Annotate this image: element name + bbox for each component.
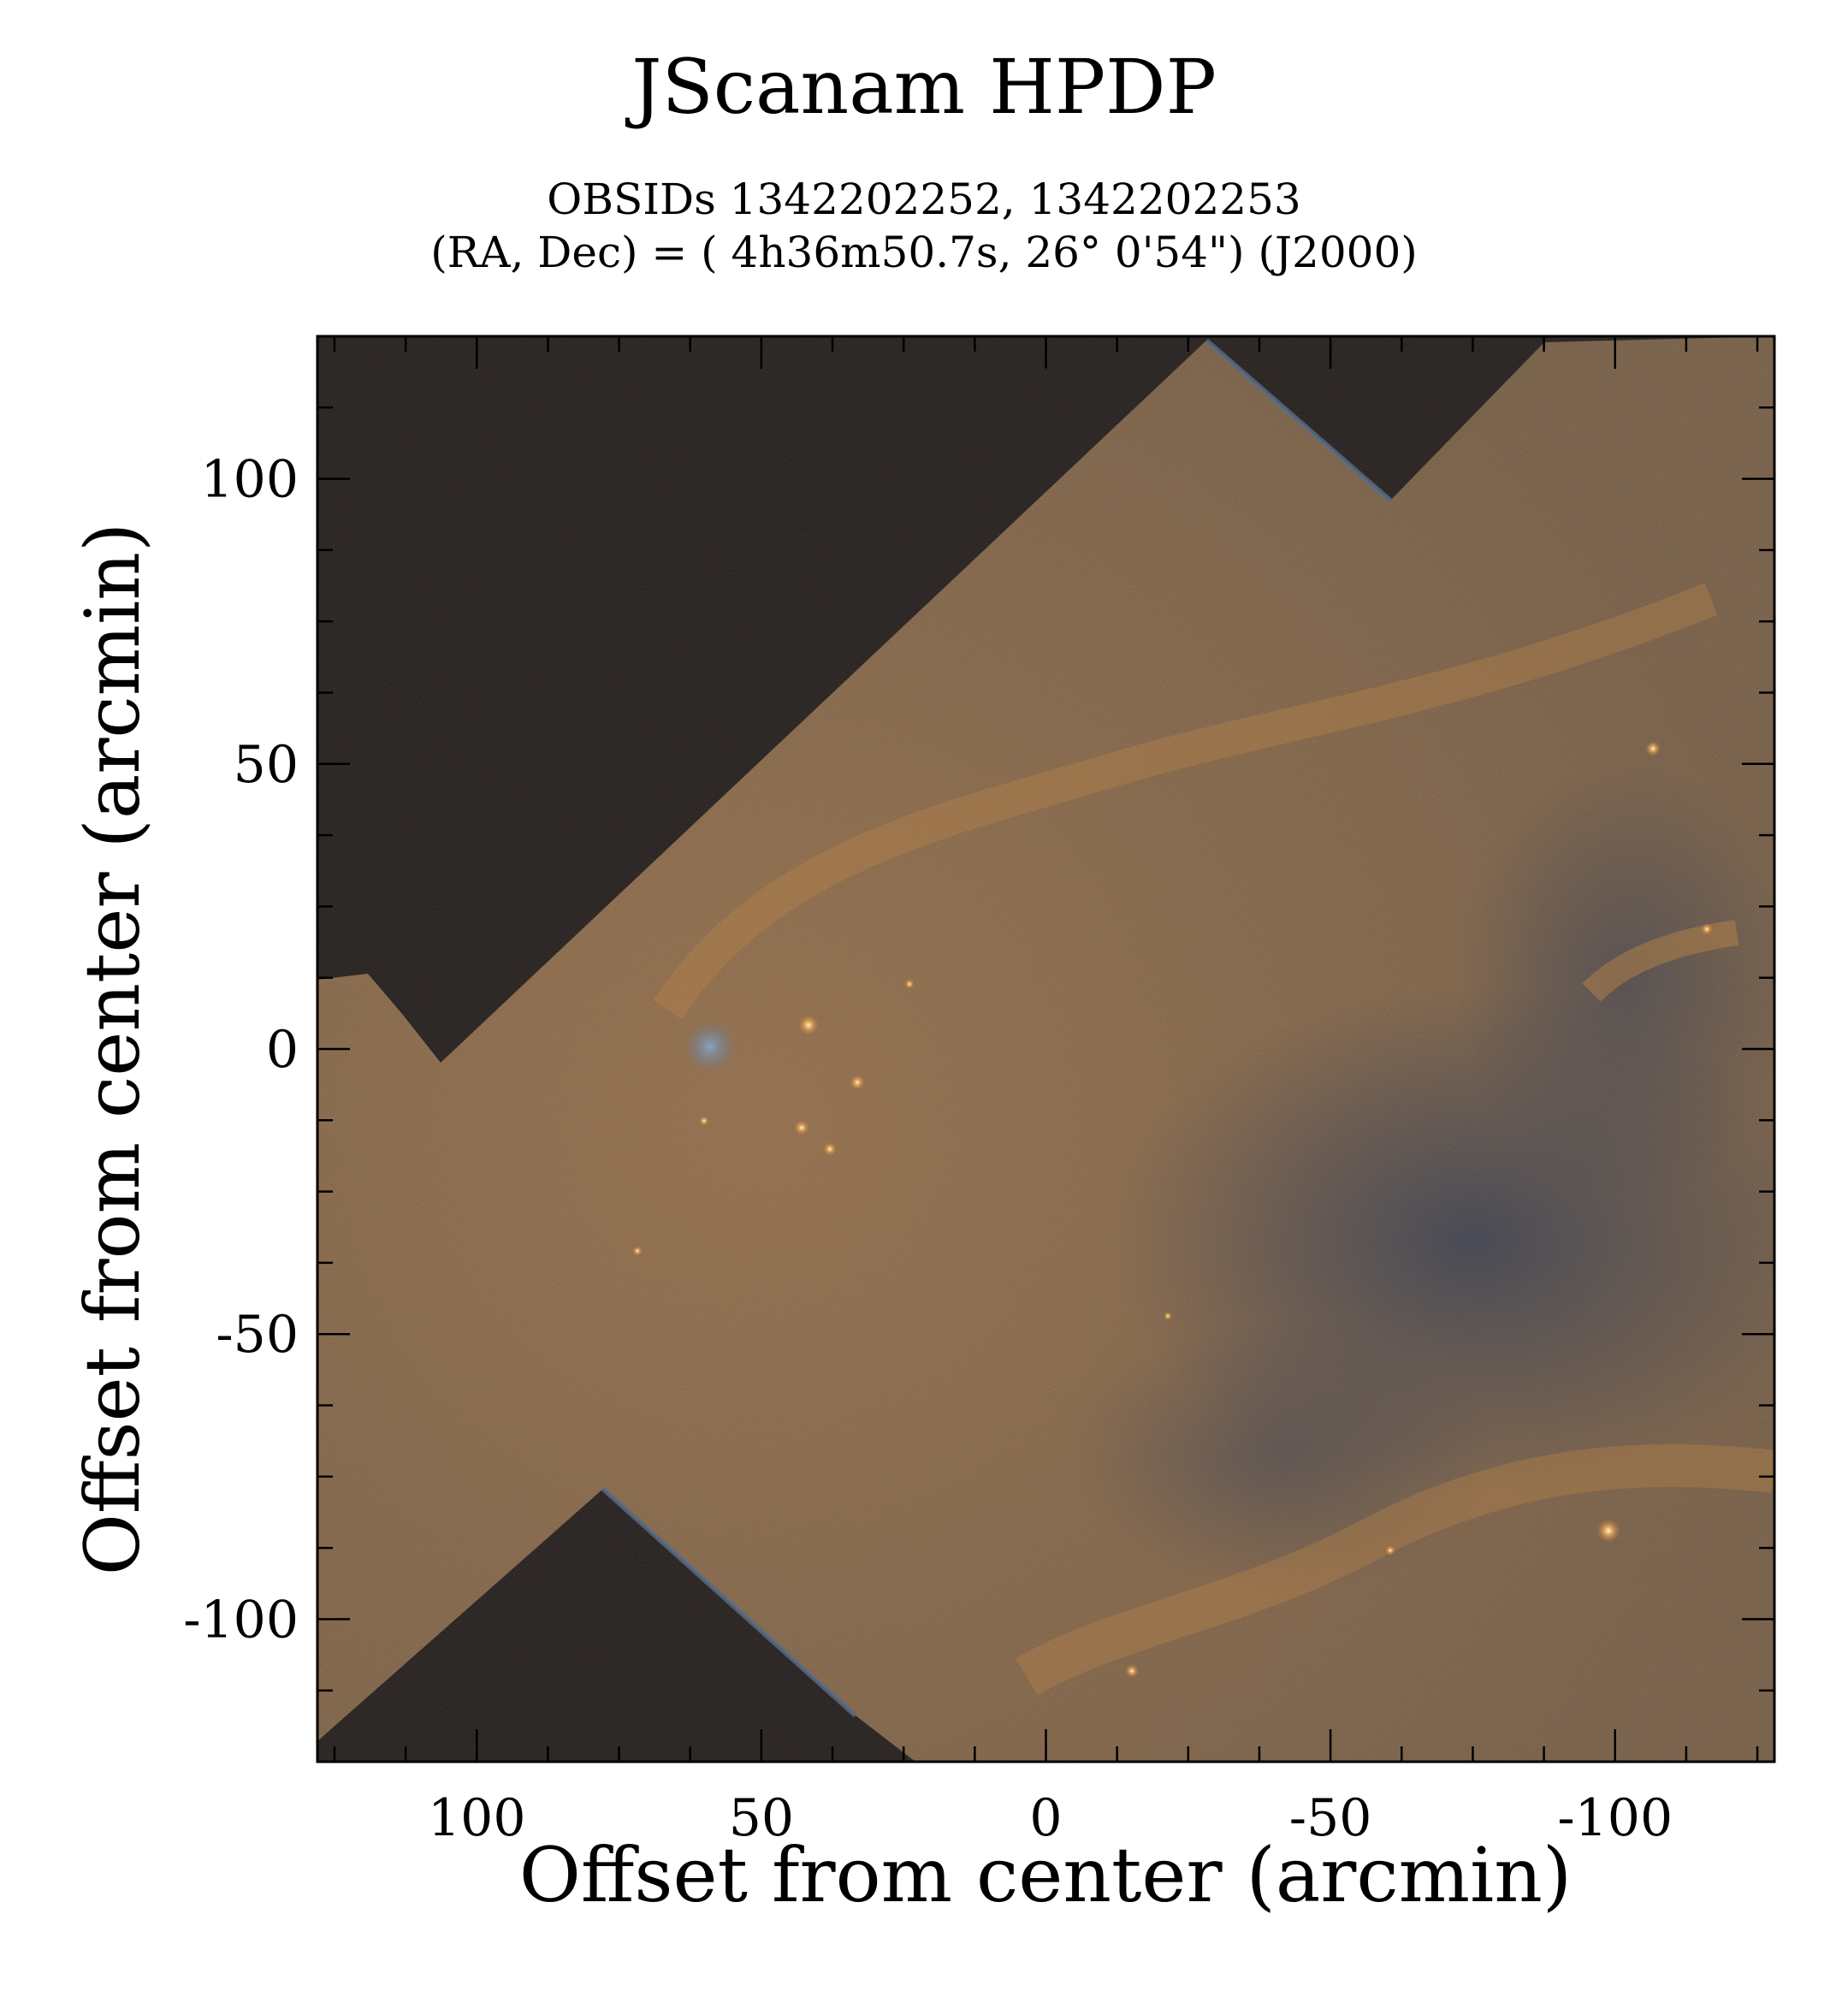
blue-nebula-source xyxy=(684,1021,736,1072)
map-coverage xyxy=(317,336,1774,1762)
star-source xyxy=(798,1015,819,1035)
star-source xyxy=(632,1246,643,1256)
star-source xyxy=(904,979,915,989)
x-axis-label: Offset from center (arcmin) xyxy=(519,1831,1573,1919)
axis-ticks xyxy=(317,335,1774,1763)
point-sources xyxy=(632,741,1713,1678)
y-tick-label: 0 xyxy=(266,1020,299,1080)
star-source xyxy=(1164,1312,1172,1320)
star-source xyxy=(850,1075,865,1090)
star-source xyxy=(1701,923,1713,935)
x-tick-label: -100 xyxy=(1557,1788,1673,1848)
star-source xyxy=(1385,1545,1395,1556)
plot-title: JScanam HPDP xyxy=(631,43,1217,131)
y-tick-label: -50 xyxy=(216,1305,299,1365)
x-tick-label: 0 xyxy=(1029,1788,1062,1848)
star-source xyxy=(1125,1664,1139,1678)
x-tick-label: -50 xyxy=(1289,1788,1372,1848)
y-tick-label: 50 xyxy=(234,735,299,795)
plot-subtitle-coordinates: (RA, Dec) = ( 4h36m50.7s, 26° 0'54") (J2… xyxy=(430,228,1418,277)
y-tick-label: 100 xyxy=(200,450,299,510)
y-tick-label: -100 xyxy=(183,1590,299,1650)
y-axis-label: Offset from center (arcmin) xyxy=(68,523,157,1576)
x-tick-label: 100 xyxy=(428,1788,526,1848)
plot-subtitle-obsids: OBSIDs 1342202252, 1342202253 xyxy=(547,175,1301,224)
axis-tick-labels: 100 50 0 -50 -100 100 50 0 -50 -100 xyxy=(183,450,1673,1848)
star-source xyxy=(699,1116,709,1126)
star-source xyxy=(823,1142,837,1156)
star-source xyxy=(1596,1519,1620,1543)
x-tick-label: 50 xyxy=(729,1788,794,1848)
star-source xyxy=(1645,741,1661,756)
star-source xyxy=(794,1120,809,1135)
